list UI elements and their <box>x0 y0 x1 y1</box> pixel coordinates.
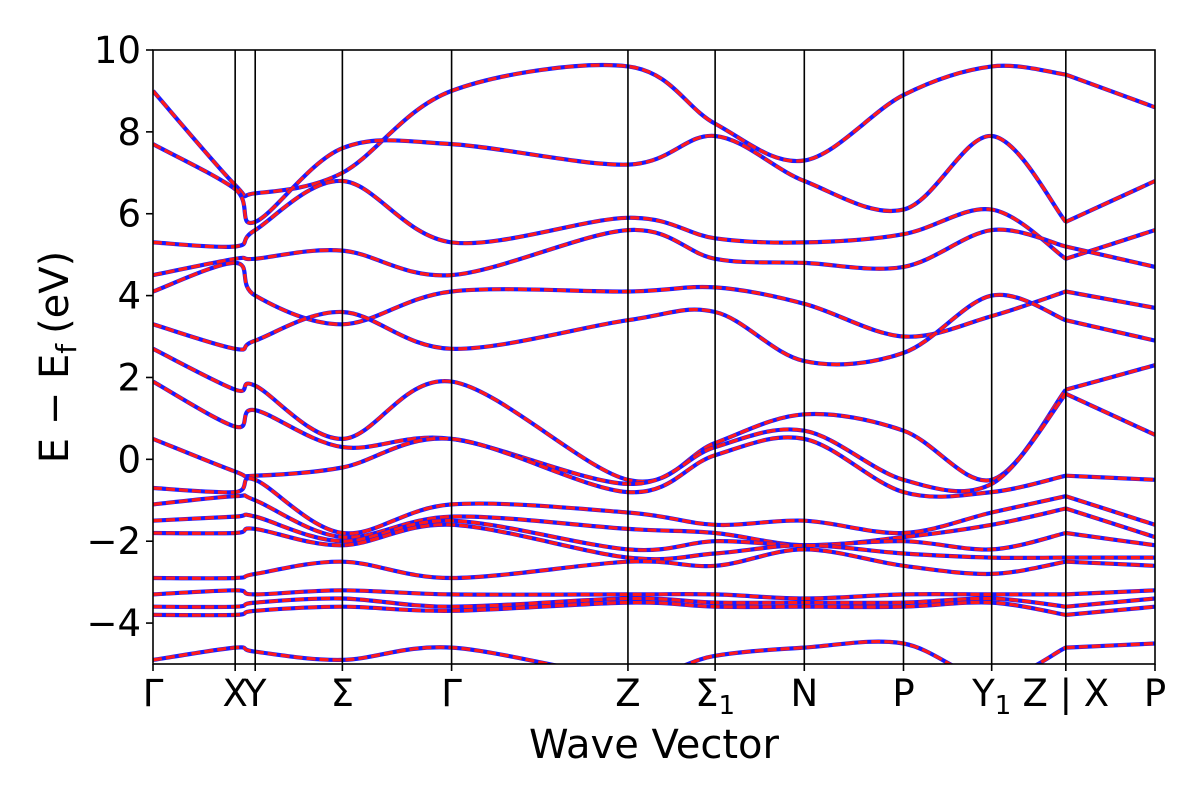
band-6-blue-solid-seg-0 <box>153 346 1068 484</box>
x-tick-label-1: X <box>222 672 247 715</box>
band-7-red-dashed-seg-1 <box>1065 392 1155 437</box>
band-14-red-dashed-seg-0 <box>153 588 1066 601</box>
band-11-red-dashed-seg-1 <box>1065 531 1155 547</box>
y-axis-title: E − Ef (eV) <box>32 251 83 464</box>
y-tick-label-3: 4 <box>117 275 141 318</box>
band-2-red-dashed-seg-0 <box>153 179 1067 261</box>
y-tick-label-7: −4 <box>86 602 141 645</box>
y-tick-label-1: 8 <box>117 111 141 154</box>
band-17-red-dashed-seg-1 <box>1065 641 1155 650</box>
x-tick-label-5: Z <box>615 672 640 715</box>
band-11-red-dashed-seg-0 <box>153 513 1067 552</box>
band-10-blue-solid-seg-0 <box>153 493 1067 548</box>
band-12-red-dashed-seg-0 <box>153 523 1066 561</box>
band-14-red-dashed-seg-1 <box>1065 588 1155 596</box>
band-1-blue-solid-seg-0 <box>153 133 1068 226</box>
band-16-red-dashed-seg-0 <box>153 600 1067 617</box>
band-5-red-dashed-seg-1 <box>1065 318 1155 343</box>
band-0-red-dashed-seg-1 <box>1065 73 1155 109</box>
band-3-blue-solid-seg-0 <box>153 227 1067 278</box>
band-15-red-dashed-seg-1 <box>1065 596 1155 609</box>
x-tick-label-10: Z | X <box>1022 672 1109 715</box>
x-tick-label-2: Y <box>243 672 267 715</box>
band-0-red-dashed-seg-0 <box>153 63 1067 198</box>
y-axis-title-main: E − E <box>32 354 78 464</box>
band-13-red-dashed-seg-0 <box>153 547 1067 580</box>
kpoint-lines-layer <box>234 50 1067 664</box>
band-2-red-dashed-seg-1 <box>1065 228 1155 261</box>
band-13-red-dashed-seg-1 <box>1065 560 1155 568</box>
y-tick-label-0: 10 <box>94 29 141 72</box>
y-tick-label-6: −2 <box>86 520 141 563</box>
x-tick-label-7: N <box>790 672 818 715</box>
band-9-red-dashed-seg-1 <box>1065 494 1155 527</box>
y-tick-label-2: 6 <box>117 193 141 236</box>
y-axis-title-unit: (eV) <box>32 251 78 334</box>
x-ticks-layer: Γ XY Σ Γ Z Σ1 N P Y1 Z | X P <box>143 664 1166 721</box>
band-17-red-dashed-seg-0 <box>153 639 1067 664</box>
x-tick-label-3: Σ <box>331 672 354 715</box>
band-9-red-dashed-seg-0 <box>153 476 1067 535</box>
band-5-red-dashed-seg-0 <box>153 293 1067 366</box>
x-axis-title: Wave Vector <box>529 722 780 768</box>
band-0-blue-solid-seg-0 <box>153 62 1067 199</box>
x-tick-label-0: Γ <box>143 672 164 715</box>
band-16-red-dashed-seg-1 <box>1065 605 1155 617</box>
y-tick-label-4: 2 <box>117 356 141 399</box>
band-10-red-dashed-seg-1 <box>1065 506 1155 539</box>
band-17-blue-solid-seg-0 <box>153 639 1067 664</box>
x-tick-label-11: P <box>1144 672 1166 715</box>
y-tick-label-5: 0 <box>117 438 141 481</box>
band-4-red-dashed-seg-0 <box>153 261 1067 339</box>
band-6-red-dashed-seg-1 <box>1065 363 1155 392</box>
band-1-red-dashed-seg-1 <box>1065 179 1155 224</box>
x-tick-label-9: Y1 <box>971 672 1011 721</box>
band-5-blue-solid-seg-0 <box>153 292 1067 367</box>
band-1-red-dashed-seg-0 <box>153 134 1068 225</box>
x-tick-label-4: Γ <box>441 672 462 715</box>
band-3-red-dashed-seg-1 <box>1065 244 1155 269</box>
band-8-red-dashed-seg-1 <box>1065 474 1155 482</box>
bands-layer <box>153 62 1155 664</box>
x-tick-label-8: P <box>892 672 914 715</box>
plot-frame <box>152 49 1156 665</box>
y-axis-title-sub: f <box>50 343 83 354</box>
y-ticks-layer: 10 8 6 4 2 0 −2 −4 <box>86 29 153 645</box>
band-15-red-dashed-seg-0 <box>153 596 1066 609</box>
band-4-red-dashed-seg-1 <box>1065 289 1155 310</box>
x-tick-label-6: Σ1 <box>695 672 735 721</box>
